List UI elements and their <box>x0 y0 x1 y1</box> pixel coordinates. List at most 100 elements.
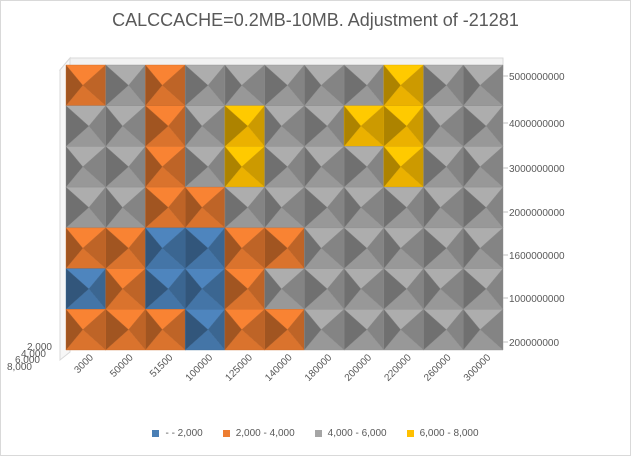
surface-cell <box>224 227 266 270</box>
surface-facet <box>224 145 243 188</box>
y-tick-label: 3000000000 <box>509 164 565 175</box>
surface-cell <box>343 145 385 188</box>
surface-cell <box>224 308 266 351</box>
legend-label: 6,000 - 8,000 <box>419 428 479 439</box>
surface-facet <box>343 105 362 147</box>
y-axis: 200000000 1000000000 1600000000 2000000000 3… <box>503 72 565 349</box>
legend-label: 4,000 - 6,000 <box>327 428 387 439</box>
surface-facet <box>184 308 209 351</box>
y-tick-label: 1600000000 <box>509 251 565 262</box>
surface-facet <box>423 186 441 229</box>
surface-cell <box>65 186 107 229</box>
surface-facet <box>145 105 169 147</box>
surface-cell <box>462 186 504 229</box>
surface-facet <box>184 227 209 270</box>
surface-cell <box>224 145 266 188</box>
surface-cell <box>184 105 226 147</box>
surface-facet <box>423 268 441 310</box>
surface-facet <box>383 145 401 188</box>
surface-cell <box>65 227 107 270</box>
x-tick-label: 51500 <box>148 352 176 380</box>
depth-tick-label: 2,000 <box>27 342 52 353</box>
surface-facet <box>184 186 203 229</box>
surface-facet <box>264 268 282 310</box>
surface-facet <box>145 268 169 310</box>
surface-facet <box>343 186 362 229</box>
surface-facet <box>184 268 203 310</box>
surface-facet <box>423 105 441 147</box>
surface-facet <box>304 64 322 107</box>
surface-cell <box>423 145 464 188</box>
x-tick-label: 180000 <box>303 352 335 384</box>
x-tick-label: 125000 <box>224 352 256 384</box>
legend: - - 2,000 2,000 - 4,000 4,000 - 6,000 6,000… <box>0 428 631 439</box>
surface-facet <box>463 186 487 229</box>
surface-cell <box>462 308 504 351</box>
surface-facet <box>145 145 163 188</box>
surface-facet <box>383 64 401 107</box>
x-tick-label: 140000 <box>263 352 295 384</box>
surface-facet <box>65 308 84 351</box>
surface-cell <box>383 64 425 107</box>
surface-facet <box>463 64 481 107</box>
surface-cell <box>264 308 305 351</box>
surface-cell <box>264 268 305 310</box>
surface-facet <box>145 64 163 107</box>
surface-cell <box>184 186 226 229</box>
surface-cell <box>343 186 385 229</box>
surface-facet <box>105 268 123 310</box>
surface-cell <box>303 308 345 351</box>
surface-cell <box>224 64 266 107</box>
surface-cell <box>423 186 464 229</box>
legend-swatch <box>406 429 414 437</box>
surface-cell <box>65 145 107 188</box>
x-tick-label: 100000 <box>184 352 216 384</box>
x-tick-label: 200000 <box>343 352 375 384</box>
surface-cell <box>462 105 504 147</box>
surface-cell <box>264 227 305 270</box>
surface-cell <box>303 268 345 310</box>
surface-facet <box>184 145 209 188</box>
surface-facet <box>423 308 447 351</box>
surface-facet <box>65 64 84 107</box>
depth-tick-label: 6,000 <box>15 355 40 366</box>
surface-facet <box>224 227 243 270</box>
surface-facet <box>383 268 407 310</box>
surface-cell <box>184 308 226 351</box>
y-tick-label: 5000000000 <box>509 72 565 83</box>
surface-facet <box>304 105 328 147</box>
surface-cell <box>264 145 305 188</box>
surface-cell <box>145 64 186 107</box>
surface-cell <box>105 145 146 188</box>
surface-cell <box>105 64 146 107</box>
surface-cell <box>145 227 186 270</box>
surface-facet <box>224 64 243 107</box>
surface-facet <box>264 227 288 270</box>
surface-cell <box>462 268 504 310</box>
surface-cell <box>423 64 464 107</box>
surface-cell <box>65 308 107 351</box>
surface-cell <box>144 105 186 147</box>
surface-facet <box>224 186 249 229</box>
surface-cell <box>423 227 464 270</box>
surface-facet <box>343 268 362 310</box>
surface-cell <box>303 186 345 229</box>
x-tick-label: 260000 <box>422 352 454 384</box>
surface-facet <box>343 308 368 351</box>
surface-cell <box>343 227 385 270</box>
depth-tick-label: 4,000 <box>21 349 46 360</box>
surface-cell <box>105 308 146 351</box>
surface-cell <box>383 227 425 270</box>
surface-cell <box>184 268 226 310</box>
surface-cell <box>383 145 425 188</box>
surface-facet <box>224 308 243 351</box>
surface-cell <box>184 145 226 188</box>
surface-cell <box>224 186 266 229</box>
surface-cell <box>383 308 425 351</box>
legend-label: 2,000 - 4,000 <box>235 428 295 439</box>
y-tick-label: 200000000 <box>509 338 559 349</box>
surface-facet <box>145 308 163 351</box>
surface-facet <box>145 227 163 270</box>
surface-plot-area <box>65 64 504 351</box>
y-tick-label: 1000000000 <box>509 294 565 305</box>
